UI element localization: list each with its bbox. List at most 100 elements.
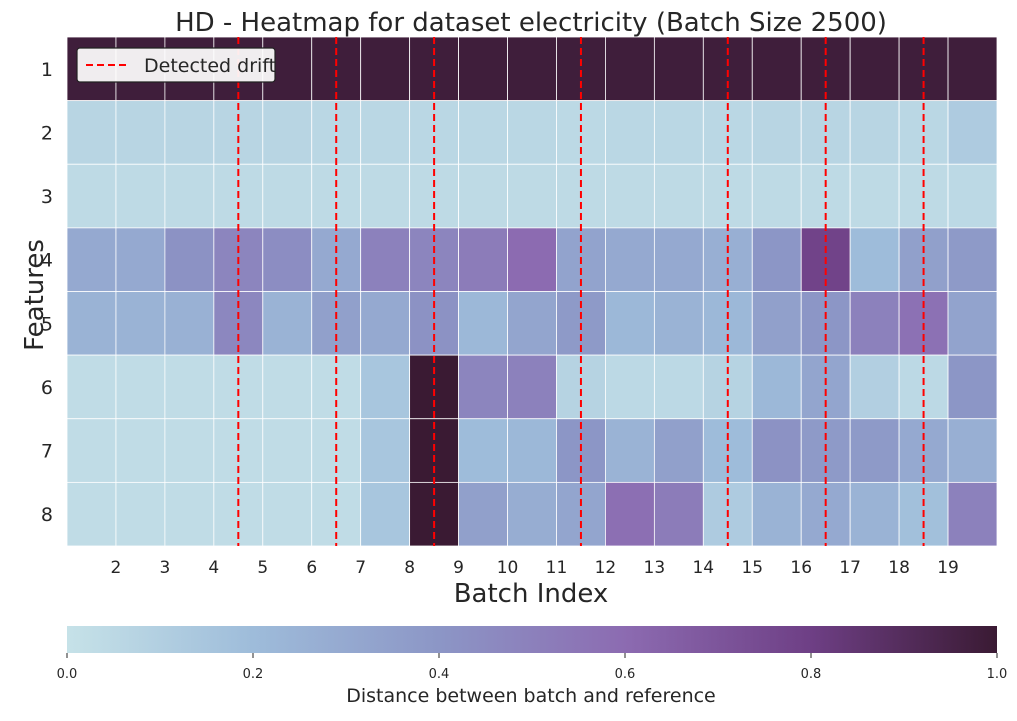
heatmap-cell xyxy=(360,354,411,420)
heatmap-cell xyxy=(507,481,557,547)
heatmap-cell xyxy=(556,354,606,420)
heatmap-cell xyxy=(409,100,459,165)
y-tick-label: 3 xyxy=(41,186,53,208)
heatmap-cell xyxy=(605,481,655,547)
heatmap-cell xyxy=(653,163,704,229)
heatmap-cell xyxy=(360,163,411,229)
heatmap-cell xyxy=(653,227,704,292)
heatmap-cell xyxy=(653,481,704,547)
x-tick-label: 8 xyxy=(404,558,415,578)
x-tick-label: 10 xyxy=(497,558,519,578)
x-tick-label: 13 xyxy=(644,558,666,578)
heatmap-cell xyxy=(751,481,802,547)
heatmap-cell xyxy=(262,163,313,229)
heatmap-cell xyxy=(262,481,313,547)
heatmap-cell xyxy=(409,354,459,420)
heatmap-cell xyxy=(360,291,411,356)
legend-label: Detected drift xyxy=(144,55,276,77)
heatmap-cell xyxy=(947,100,998,165)
y-tick-label: 8 xyxy=(41,504,53,526)
legend: Detected drift xyxy=(76,47,276,83)
heatmap-cell xyxy=(262,227,313,292)
x-tick-label: 19 xyxy=(937,558,959,578)
heatmap-cell xyxy=(164,100,215,165)
heatmap-cell xyxy=(66,227,117,292)
colorbar-tick-label: 1.0 xyxy=(987,667,1008,682)
heatmap-cell xyxy=(751,418,802,483)
y-tick-label: 7 xyxy=(41,441,53,463)
heatmap-cell xyxy=(458,291,508,356)
heatmap-cell xyxy=(507,418,557,483)
heatmap-cell xyxy=(66,418,117,483)
heatmap-cell xyxy=(605,418,655,483)
x-tick-label: 4 xyxy=(208,558,219,578)
heatmap-cell xyxy=(751,100,802,165)
heatmap-cell xyxy=(653,100,704,165)
heatmap-cell xyxy=(751,36,802,102)
colorbar-ticks: 0.0 0.2 0.4 0.6 0.8 1.0 xyxy=(57,653,1008,682)
heatmap-cell xyxy=(898,36,949,102)
heatmap-cell xyxy=(605,354,655,420)
heatmap-cell xyxy=(360,481,411,547)
heatmap-cell xyxy=(849,163,900,229)
colorbar-tick-label: 0.4 xyxy=(429,667,450,682)
heatmap-cell xyxy=(947,291,998,356)
heatmap-cell xyxy=(605,163,655,229)
heatmap-cell xyxy=(262,418,313,483)
heatmap-cell xyxy=(458,163,508,229)
heatmap-cell xyxy=(115,291,166,356)
x-tick-label: 3 xyxy=(159,558,170,578)
heatmap-cell xyxy=(458,418,508,483)
x-axis-label: Batch Index xyxy=(454,579,609,609)
heatmap-cell xyxy=(66,100,117,165)
heatmap-cell xyxy=(115,227,166,292)
heatmap-cell xyxy=(115,481,166,547)
heatmap-cell xyxy=(556,36,606,102)
heatmap-cell xyxy=(311,354,362,420)
heatmap-cell xyxy=(458,36,508,102)
colorbar-tick-label: 0.2 xyxy=(243,667,264,682)
heatmap-cell xyxy=(849,100,900,165)
heatmap-cell xyxy=(947,354,998,420)
heatmap-cell xyxy=(849,227,900,292)
y-tick-labels: 1 2 3 4 5 6 7 8 xyxy=(41,59,53,526)
heatmap-cell xyxy=(947,36,998,102)
heatmap-cell xyxy=(164,354,215,420)
y-tick-label: 5 xyxy=(41,313,53,335)
heatmap-cell xyxy=(751,354,802,420)
heatmap-cell xyxy=(311,36,362,102)
heatmap-cell xyxy=(164,291,215,356)
heatmap-cell xyxy=(947,163,998,229)
x-tick-label: 9 xyxy=(453,558,464,578)
heatmap-cell xyxy=(164,163,215,229)
heatmap-cell xyxy=(360,100,411,165)
heatmap-cell xyxy=(849,418,900,483)
x-tick-label: 11 xyxy=(546,558,568,578)
heatmap-cell xyxy=(849,291,900,356)
x-tick-label: 6 xyxy=(306,558,317,578)
heatmap-cell xyxy=(458,481,508,547)
colorbar-label: Distance between batch and reference xyxy=(346,685,716,707)
heatmap-cell xyxy=(507,36,557,102)
chart-title: HD - Heatmap for dataset electricity (Ba… xyxy=(175,8,887,38)
x-tick-label: 5 xyxy=(257,558,268,578)
x-tick-label: 17 xyxy=(839,558,861,578)
heatmap-cell xyxy=(213,354,264,420)
heatmap-cell xyxy=(66,163,117,229)
x-tick-label: 14 xyxy=(692,558,714,578)
heatmap-cell xyxy=(605,36,655,102)
heatmap-cell xyxy=(262,100,313,165)
heatmap-cell xyxy=(164,481,215,547)
heatmap-cell xyxy=(409,36,459,102)
y-tick-label: 6 xyxy=(41,377,53,399)
heatmap-cell xyxy=(507,100,557,165)
y-tick-label: 2 xyxy=(41,122,53,144)
heatmap-cell xyxy=(702,36,753,102)
colorbar xyxy=(67,626,997,653)
colorbar-tick-label: 0.8 xyxy=(801,667,822,682)
colorbar-tick-label: 0.0 xyxy=(57,667,78,682)
heatmap-cell xyxy=(115,100,166,165)
heatmap-cell xyxy=(164,418,215,483)
